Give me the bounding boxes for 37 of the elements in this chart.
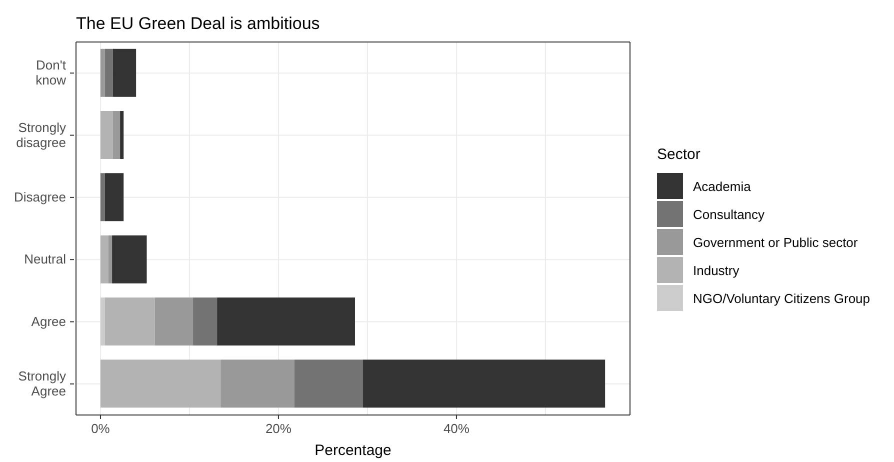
legend-label: Government or Public sector <box>693 234 858 250</box>
legend-title: Sector <box>657 146 702 163</box>
bar <box>100 360 221 408</box>
bar <box>104 48 113 97</box>
bar <box>220 360 294 408</box>
bar <box>120 111 124 160</box>
bar <box>294 360 364 408</box>
bar <box>100 235 108 284</box>
y-tick-label: Disagree <box>14 189 66 204</box>
y-tick-label: Don't know <box>36 58 67 88</box>
bar <box>108 235 112 284</box>
legend-label: Academia <box>693 178 751 194</box>
y-tick-label: Strongly disagree <box>16 120 66 150</box>
bar <box>100 298 105 346</box>
bar <box>112 48 136 97</box>
legend-label: Consultancy <box>693 206 765 222</box>
bar <box>100 48 105 97</box>
bar <box>112 111 120 160</box>
legend-label: Industry <box>693 262 740 278</box>
legend-label: NGO/Voluntary Citizens Group <box>693 290 870 306</box>
bar <box>193 298 218 346</box>
bar <box>100 111 113 160</box>
bar <box>154 298 194 346</box>
x-tick-label: 0% <box>91 421 110 436</box>
bar <box>217 298 355 346</box>
bar <box>104 298 155 346</box>
x-tick-label: 20% <box>265 421 292 436</box>
bar <box>112 235 147 284</box>
y-tick-label: Agree <box>31 314 66 329</box>
x-axis-title: Percentage <box>314 442 392 459</box>
bar <box>104 173 124 222</box>
bar <box>363 360 606 408</box>
x-tick-label: 40% <box>443 421 470 436</box>
chart-title: The EU Green Deal is ambitious <box>76 14 320 34</box>
y-tick-label: Strongly Agree <box>18 368 66 398</box>
y-tick-label: Neutral <box>24 252 66 267</box>
bar <box>100 173 105 222</box>
